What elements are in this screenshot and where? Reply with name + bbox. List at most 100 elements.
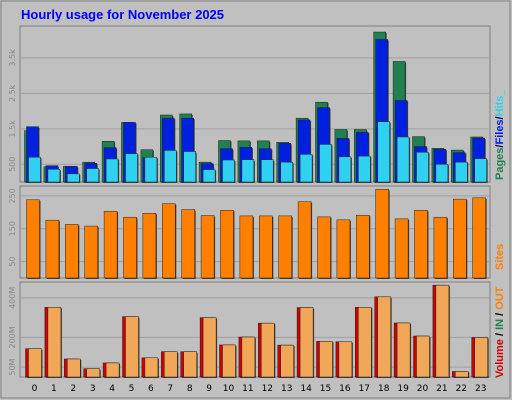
chart-title: Hourly usage for November 2025: [21, 7, 224, 22]
x-tick-label: 17: [359, 384, 370, 394]
panel-1: 500 1.5k 2.5k 3.5k: [8, 25, 491, 184]
out-bar: [241, 336, 256, 378]
legend-volume-in-out: Volume / IN / OUT: [494, 286, 506, 378]
y-tick-label: 50: [8, 256, 17, 266]
x-tick-label: 22: [456, 384, 467, 394]
x-tick-label: 8: [187, 384, 193, 394]
out-bar: [28, 348, 42, 378]
sites-bar: [433, 216, 448, 279]
sites-bar: [220, 210, 234, 279]
out-bar: [222, 344, 236, 378]
x-tick-label: 21: [436, 384, 447, 394]
out-bar: [435, 284, 450, 378]
y-tick-label: 250: [8, 188, 17, 203]
hits-bar: [125, 153, 138, 183]
panel-frame: [19, 25, 491, 183]
y-tick-label: 150: [8, 221, 17, 236]
panel-2: 50 150 250: [8, 185, 491, 279]
out-bar: [261, 322, 275, 378]
sites-bar: [259, 215, 273, 279]
y-tick-label: 500: [8, 157, 17, 172]
out-bar: [299, 307, 314, 378]
sites-bar: [142, 213, 157, 279]
x-tick-label: 3: [90, 384, 96, 394]
x-tick-label: 20: [417, 384, 429, 394]
out-bar: [396, 322, 411, 378]
out-bar: [47, 307, 62, 378]
sites-bar: [278, 215, 292, 279]
x-tick-label: 15: [320, 384, 331, 394]
x-tick-label: 4: [109, 384, 115, 394]
out-bar: [86, 368, 100, 378]
out-bar: [125, 316, 139, 378]
x-tick-label: 2: [70, 384, 76, 394]
y-tick-label: 3.5k: [8, 49, 17, 67]
hits-bar: [67, 173, 80, 183]
sites-bar: [239, 215, 254, 279]
out-bar: [358, 307, 372, 378]
sites-bar: [200, 215, 215, 279]
sites-bar: [394, 218, 409, 279]
x-tick-label: 14: [300, 384, 312, 394]
hits-bar: [416, 151, 429, 183]
sites-bar: [65, 224, 79, 279]
hits-bar: [396, 136, 410, 183]
legend-pages-files-hits: Pages/Files/Hits_: [494, 89, 506, 180]
y-tick-label: 200M: [8, 326, 17, 348]
x-tick-label: 19: [397, 384, 409, 394]
x-tick-label: 16: [339, 384, 351, 394]
hits-bar: [474, 158, 487, 183]
y-tick-label: 2.5k: [8, 84, 17, 102]
x-tick-label: 23: [475, 384, 486, 394]
sites-bar: [356, 214, 370, 279]
hits-bar: [435, 164, 449, 183]
x-tick-label: 10: [223, 384, 235, 394]
hits-bar: [338, 156, 352, 183]
out-bar: [455, 371, 469, 378]
panel-3: 50M 200M 400M: [8, 281, 491, 378]
hits-bar: [280, 161, 293, 183]
hits-bar: [319, 144, 332, 183]
x-tick-label: 12: [262, 384, 273, 394]
sites-bar: [181, 209, 195, 279]
x-tick-label: 18: [378, 384, 390, 394]
legend-sites: Sites: [494, 244, 506, 270]
x-tick-label: 5: [129, 384, 135, 394]
chart-panels: 500 1.5k 2.5k 3.5k 50 150 250 50M 200M 400M: [8, 25, 491, 378]
out-bar: [105, 362, 120, 378]
chart-legends: Pages/Files/Hits_ Sites Volume / IN / OUT: [494, 89, 506, 378]
x-tick-label: 11: [242, 384, 253, 394]
legend-sites-text: Sites: [494, 244, 506, 270]
out-bar: [377, 296, 391, 378]
hits-bar: [47, 168, 61, 183]
sites-bar: [45, 219, 60, 279]
sites-bar: [103, 211, 118, 279]
sites-bar: [472, 197, 486, 279]
hits-bar: [241, 159, 255, 183]
x-tick-label: 6: [148, 384, 154, 394]
y-tick-label: 50M: [8, 358, 17, 375]
sites-bar: [297, 201, 312, 279]
x-tick-label: 9: [206, 384, 212, 394]
sites-bar: [26, 199, 40, 279]
sites-bar: [336, 219, 351, 279]
hits-bar: [202, 169, 216, 183]
sites-bar: [123, 216, 137, 279]
hits-bar: [86, 168, 99, 183]
out-bar: [164, 351, 178, 378]
sites-bar: [317, 216, 331, 279]
out-bar: [280, 344, 294, 378]
sites-bar: [414, 210, 428, 279]
hits-bar: [183, 151, 196, 183]
y-tick-label: 1.5k: [8, 120, 17, 138]
x-tick-label: 1: [51, 384, 57, 394]
y-tick-label: 400M: [8, 287, 17, 309]
hits-bar: [358, 155, 371, 183]
hits-bar: [222, 159, 235, 183]
x-tick-label: 13: [281, 384, 292, 394]
out-bar: [144, 357, 159, 378]
out-bar: [202, 317, 217, 378]
x-tick-label: 7: [167, 384, 173, 394]
